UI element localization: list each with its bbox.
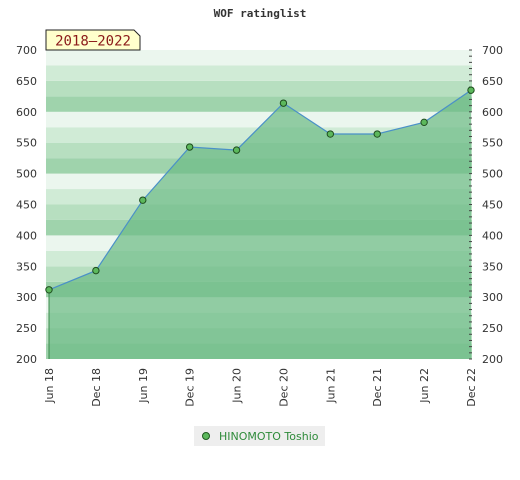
y-tick-label-right: 400	[482, 229, 503, 242]
data-point	[420, 118, 428, 127]
y-tick-label-right: 700	[482, 44, 503, 57]
y-tick-label-left: 500	[16, 168, 37, 181]
data-point	[139, 196, 147, 204]
data-point	[232, 146, 241, 154]
x-axis: Jun 18 Dec 18 Jun 19 Dec 19 Jun 20 Dec 20 Jun …	[43, 368, 478, 407]
y-tick-label-left: 400	[16, 229, 37, 242]
data-point	[326, 130, 335, 138]
background-band	[46, 80, 472, 97]
y-tick-label-left: 600	[16, 106, 37, 119]
y-tick-label-left: 200	[16, 353, 37, 366]
y-tick-label-right: 350	[482, 260, 503, 273]
y-tick-label-right: 600	[482, 106, 503, 119]
y-axis-right: 200 250 300 350 400 450 500 550 600 650 700	[482, 44, 503, 366]
series-line	[48, 89, 472, 291]
y-tick-label-left: 350	[16, 260, 37, 273]
legend: HINOMOTO Toshio	[194, 426, 325, 446]
period-badge: 2018–2022	[45, 29, 141, 51]
y-tick-label-left: 450	[16, 199, 37, 212]
x-tick-label: Dec 20	[277, 368, 290, 407]
x-tick-label: Dec 22	[465, 368, 478, 407]
y-tick-label-left: 300	[16, 291, 37, 304]
background-band	[46, 111, 472, 128]
y-tick-label-left: 550	[16, 137, 37, 150]
series-area	[49, 90, 471, 359]
x-tick-label: Jun 19	[137, 368, 150, 404]
chart-title: WOF ratinglist	[214, 7, 307, 20]
data-point	[185, 143, 194, 151]
y-tick-label-right: 500	[482, 168, 503, 181]
y-tick-label-right: 250	[482, 322, 503, 335]
x-tick-label: Jun 21	[324, 368, 337, 404]
background-band	[46, 65, 472, 81]
period-badge-label: 2018–2022	[55, 34, 131, 50]
data-point	[92, 266, 100, 275]
y-tick-label-right: 450	[482, 199, 503, 212]
x-tick-label: Jun 22	[418, 368, 431, 404]
data-point	[279, 99, 288, 107]
data-point	[467, 86, 475, 94]
y-tick-label-left: 650	[16, 75, 37, 88]
series-points	[45, 86, 475, 359]
legend-label: HINOMOTO Toshio	[219, 429, 319, 443]
y-tick-label-right: 650	[482, 75, 503, 88]
y-tick-label-left: 700	[16, 44, 37, 57]
y-tick-label-left: 250	[16, 322, 37, 335]
x-tick-label: Dec 19	[184, 368, 197, 407]
data-point	[373, 130, 381, 138]
right-axis-minor-ticks	[469, 49, 472, 360]
data-point	[45, 286, 53, 294]
y-tick-label-right: 200	[482, 353, 503, 366]
x-tick-label: Jun 18	[43, 368, 56, 404]
x-tick-label: Dec 18	[90, 368, 103, 407]
y-tick-label-right: 300	[482, 291, 503, 304]
background-band	[46, 50, 472, 66]
x-tick-label: Dec 21	[371, 368, 384, 407]
y-axis-left: 200 250 300 350 400 450 500 550 600 650 700	[16, 44, 37, 366]
background-band	[46, 96, 472, 112]
legend-marker-icon	[202, 432, 210, 440]
y-tick-label-right: 550	[482, 137, 503, 150]
x-tick-label: Jun 20	[231, 368, 244, 404]
